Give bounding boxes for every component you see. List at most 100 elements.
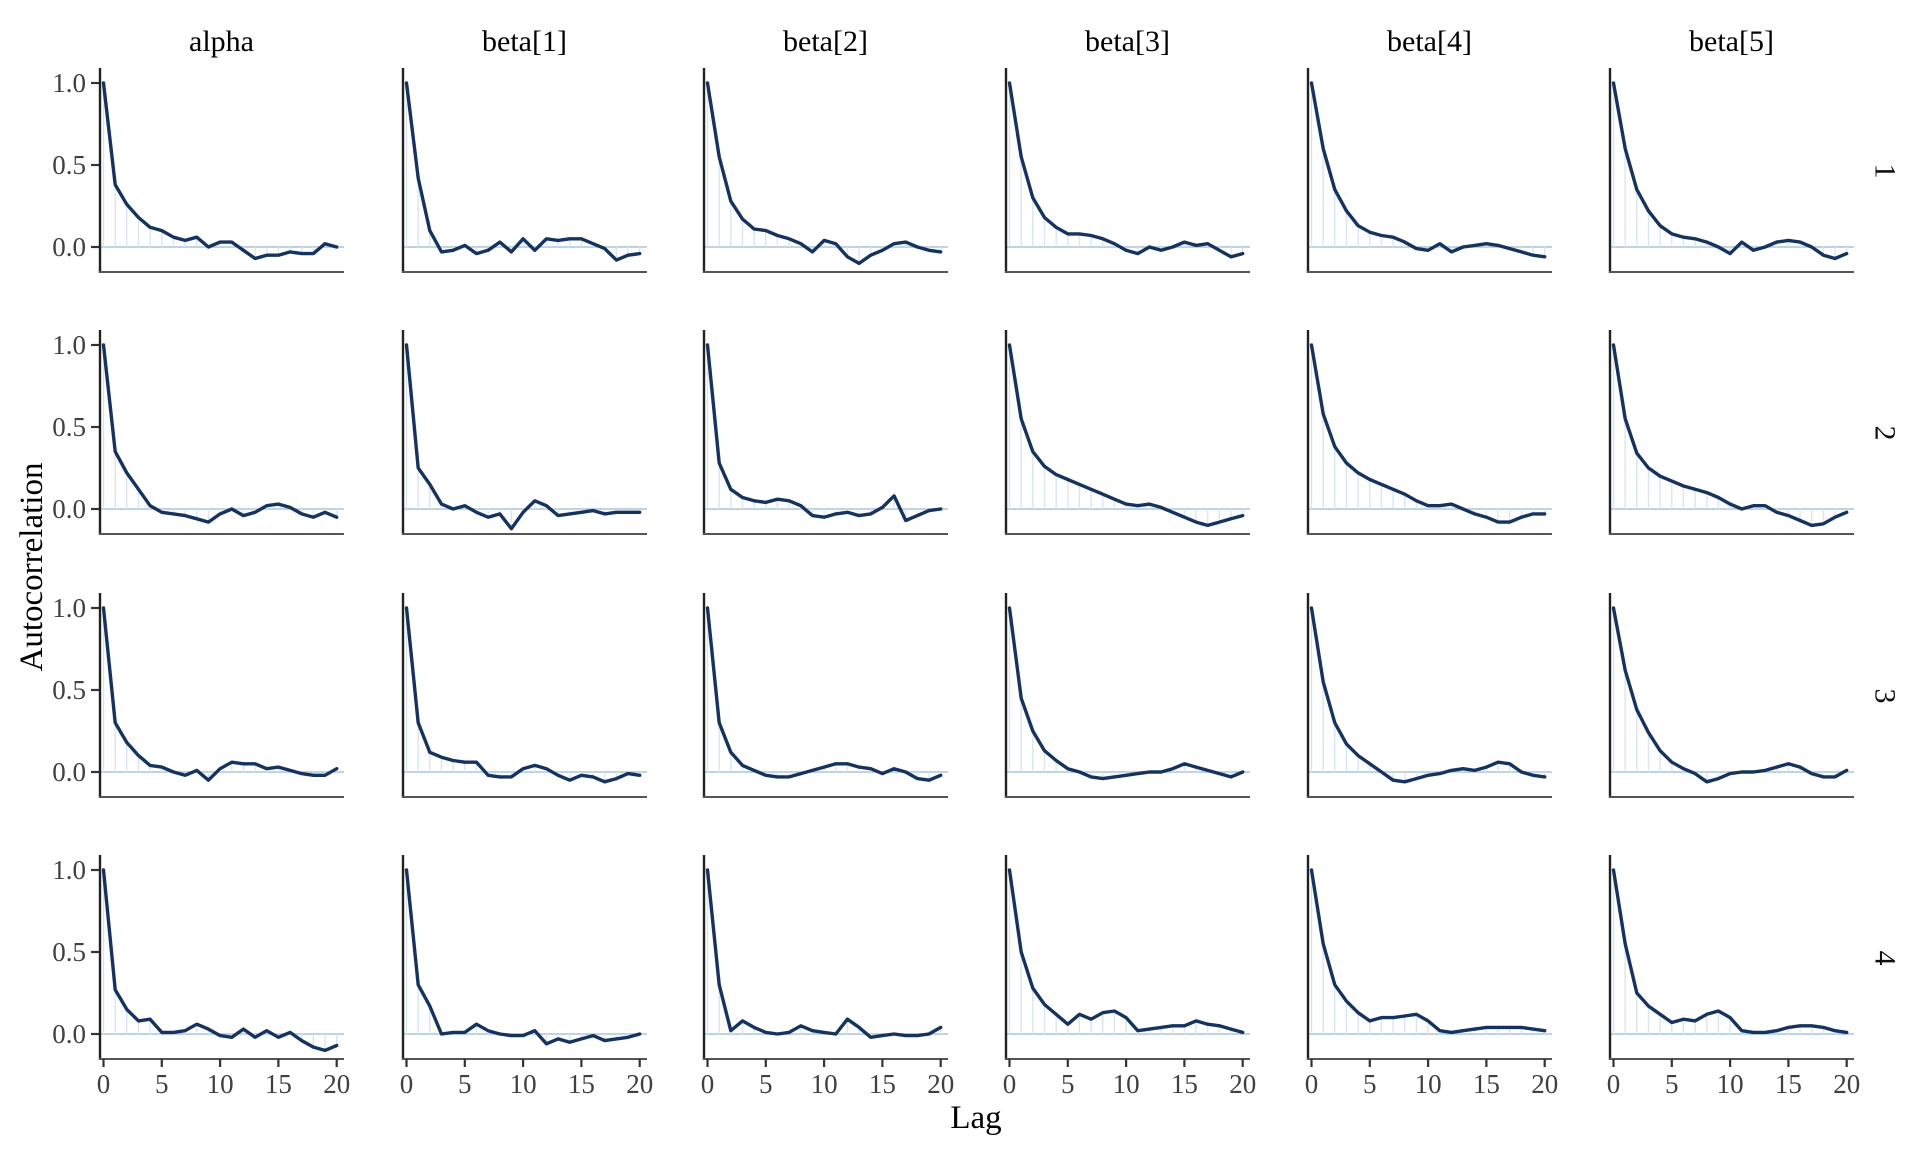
column-title-beta[5]: beta[5]: [1689, 25, 1774, 58]
y-tick-label: 0.0: [52, 757, 86, 787]
acf-line: [404, 343, 642, 531]
acf-panel-beta[3]-chain-2: [1004, 330, 1250, 535]
acf-line: [1611, 868, 1849, 1035]
acf-panel-beta[2]-chain-2: [702, 330, 948, 535]
acf-line: [705, 868, 943, 1040]
column-title-beta[1]: beta[1]: [482, 25, 567, 58]
acf-panel-beta[2]-chain-4: [702, 855, 948, 1067]
acf-line: [1309, 606, 1547, 784]
x-tick-label: 0: [96, 1069, 111, 1099]
acf-panel-beta[4]-chain-4: [1306, 855, 1552, 1067]
y-tick-label: 0.5: [52, 937, 86, 967]
acf-panel-beta[1]-chain-1: [401, 68, 647, 273]
x-tick-label: 20: [626, 1069, 654, 1099]
acf-line: [705, 606, 943, 782]
acf-panel-beta[4]-chain-2: [1306, 330, 1552, 535]
acf-line: [101, 343, 339, 524]
row-label-text: 3: [1868, 688, 1901, 703]
x-tick-label: 15: [868, 1069, 896, 1099]
x-tick-label: 0: [399, 1069, 414, 1099]
x-tick-label: 20: [927, 1069, 955, 1099]
y-tick-label: 1.0: [52, 593, 86, 623]
row-label-chain-2: 2: [1862, 330, 1906, 535]
acf-line: [101, 868, 339, 1053]
row-label-chain-3: 3: [1862, 593, 1906, 798]
acf-panel-beta[3]-chain-3: [1004, 593, 1250, 798]
y-tick-label: 1.0: [52, 855, 86, 885]
acf-panel-beta[5]-chain-4: [1608, 855, 1854, 1067]
x-tick-label: 5: [1665, 1069, 1679, 1099]
y-tick-label: 1.0: [52, 330, 86, 360]
x-tick-label: 15: [567, 1069, 595, 1099]
acf-line: [1611, 606, 1849, 784]
x-tick-label: 15: [1774, 1069, 1802, 1099]
x-tick-label: 10: [509, 1069, 537, 1099]
x-tick-label: 10: [206, 1069, 234, 1099]
x-tick-label: 0: [1002, 1069, 1017, 1099]
x-tick-label: 5: [759, 1069, 773, 1099]
row-label-chain-1: 1: [1862, 68, 1906, 273]
acf-line: [1309, 343, 1547, 524]
acf-line: [404, 606, 642, 784]
column-title-beta[3]: beta[3]: [1085, 25, 1170, 58]
x-axis-label: Lag: [950, 1100, 1002, 1136]
x-tick-label: 0: [700, 1069, 715, 1099]
acf-panel-alpha-chain-3: [91, 593, 344, 798]
acf-line: [1309, 868, 1547, 1035]
acf-line: [1611, 81, 1849, 261]
acf-panel-alpha-chain-2: [91, 330, 344, 535]
x-tick-label: 5: [155, 1069, 169, 1099]
x-tick-label: 20: [1531, 1069, 1559, 1099]
y-tick-label: 0.5: [52, 412, 86, 442]
acf-panel-beta[1]-chain-2: [401, 330, 647, 535]
acf-line: [705, 343, 943, 523]
y-tick-label: 0.0: [52, 1019, 86, 1049]
acf-panel-beta[5]-chain-2: [1608, 330, 1854, 535]
x-tick-label: 20: [323, 1069, 351, 1099]
acf-panel-beta[4]-chain-1: [1306, 68, 1552, 273]
acf-line: [1611, 343, 1849, 528]
y-tick-label: 0.5: [52, 675, 86, 705]
acf-panel-beta[4]-chain-3: [1306, 593, 1552, 798]
acf-line: [1309, 81, 1547, 259]
acf-panel-beta[5]-chain-3: [1608, 593, 1854, 798]
x-tick-label: 10: [810, 1069, 838, 1099]
acf-panel-alpha-chain-4: [91, 855, 344, 1067]
x-tick-label: 5: [1061, 1069, 1075, 1099]
x-tick-label: 5: [458, 1069, 472, 1099]
acf-panel-beta[2]-chain-1: [702, 68, 948, 273]
acf-panel-beta[3]-chain-4: [1004, 855, 1250, 1067]
acf-line: [101, 606, 339, 782]
acf-panel-alpha-chain-1: [91, 68, 344, 273]
x-tick-label: 15: [1472, 1069, 1500, 1099]
row-label-text: 1: [1868, 163, 1901, 178]
column-title-beta[2]: beta[2]: [783, 25, 868, 58]
row-label-chain-4: 4: [1862, 855, 1906, 1060]
y-tick-label: 1.0: [52, 68, 86, 98]
x-tick-label: 15: [264, 1069, 292, 1099]
x-tick-label: 0: [1304, 1069, 1319, 1099]
x-tick-label: 10: [1716, 1069, 1744, 1099]
column-title-alpha: alpha: [189, 25, 254, 58]
acf-line: [1007, 868, 1245, 1035]
x-tick-label: 15: [1170, 1069, 1198, 1099]
acf-line: [404, 868, 642, 1046]
row-label-text: 2: [1868, 425, 1901, 440]
x-tick-label: 10: [1112, 1069, 1140, 1099]
y-tick-label: 0.0: [52, 494, 86, 524]
y-tick-label: 0.5: [52, 150, 86, 180]
acf-panel-beta[1]-chain-4: [401, 855, 647, 1067]
acf-line: [1007, 81, 1245, 259]
acf-line: [404, 81, 642, 262]
x-tick-label: 5: [1363, 1069, 1377, 1099]
acf-line: [101, 81, 339, 261]
acf-line: [705, 81, 943, 266]
column-title-beta[4]: beta[4]: [1387, 25, 1472, 58]
acf-panel-beta[5]-chain-1: [1608, 68, 1854, 273]
acf-panel-beta[2]-chain-3: [702, 593, 948, 798]
acf-panel-beta[1]-chain-3: [401, 593, 647, 798]
row-label-text: 4: [1868, 950, 1901, 965]
x-tick-label: 0: [1606, 1069, 1621, 1099]
x-tick-label: 10: [1414, 1069, 1442, 1099]
